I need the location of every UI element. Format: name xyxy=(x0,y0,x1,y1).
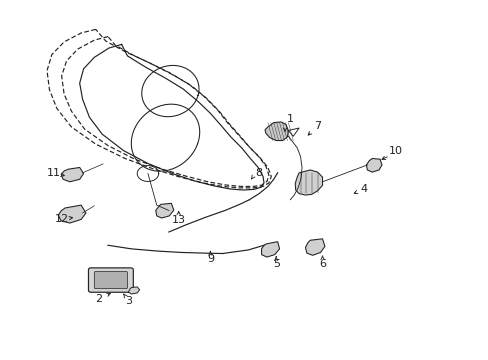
Text: 3: 3 xyxy=(125,296,132,306)
Text: 5: 5 xyxy=(272,259,279,269)
Text: 8: 8 xyxy=(255,168,262,178)
Text: 2: 2 xyxy=(95,294,102,304)
Text: 6: 6 xyxy=(318,259,325,269)
Text: 9: 9 xyxy=(206,254,213,264)
Text: 13: 13 xyxy=(171,215,185,225)
Polygon shape xyxy=(261,242,279,257)
Polygon shape xyxy=(61,167,83,182)
Polygon shape xyxy=(128,287,140,294)
Polygon shape xyxy=(305,239,325,255)
FancyBboxPatch shape xyxy=(88,268,133,292)
Polygon shape xyxy=(156,203,173,218)
FancyBboxPatch shape xyxy=(94,271,127,289)
Text: 4: 4 xyxy=(360,184,367,194)
Polygon shape xyxy=(264,122,288,140)
Text: 12: 12 xyxy=(55,215,69,224)
Text: 7: 7 xyxy=(313,121,321,131)
Polygon shape xyxy=(366,158,381,172)
Polygon shape xyxy=(295,170,322,195)
Text: 10: 10 xyxy=(388,146,402,156)
Text: 1: 1 xyxy=(287,114,294,124)
Text: 11: 11 xyxy=(46,168,60,178)
Polygon shape xyxy=(58,205,86,223)
